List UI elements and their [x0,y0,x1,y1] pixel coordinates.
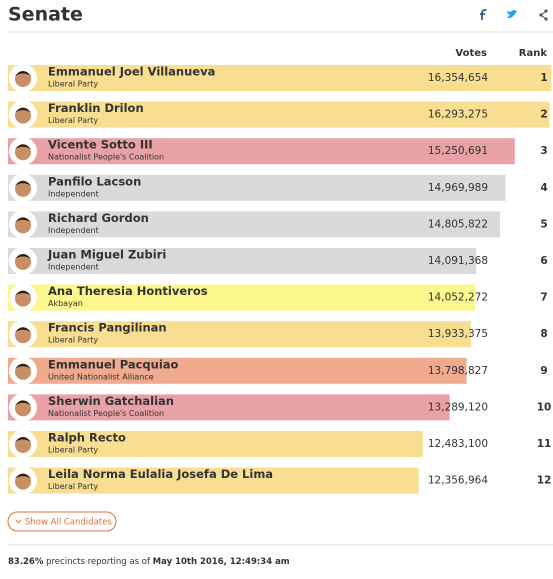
party: Independent [48,226,99,235]
votes: 15,250,691 [428,145,488,157]
avatar-face [15,363,31,380]
rank: 11 [537,438,552,450]
candidate-name: Francis Pangilinan [48,321,167,335]
bar [8,211,501,238]
avatar-hair [15,473,31,479]
votes: 14,052,272 [428,292,488,304]
rank: 9 [540,365,547,377]
bar [8,138,515,165]
avatar-face [15,217,31,234]
avatar-hair [15,400,31,406]
candidate-name: Juan Miguel Zubiri [47,248,166,262]
party: Nationalist People's Coalition [48,409,164,418]
bar [8,284,475,311]
bar [8,248,477,274]
avatar-face [15,144,31,161]
party: Nationalist People's Coalition [48,153,164,162]
candidate-name: Panfilo Lacson [48,174,141,188]
bar [8,65,552,91]
party: Independent [48,189,99,198]
avatar-hair [15,327,31,333]
button-label[interactable]: Show All Candidates [25,518,112,528]
candidate-name: Leila Norma Eulalia Josefa De Lima [48,467,273,481]
candidate-name: Ralph Recto [48,431,126,445]
candidate-name: Emmanuel Pacquiao [48,357,179,371]
candidate-name: Ana Theresia Hontiveros [48,284,208,298]
avatar-face [15,400,31,417]
rank: 2 [540,109,547,121]
share-twitter[interactable] [507,10,518,19]
column-header: Votes [455,48,487,59]
rank: 3 [540,145,547,157]
date: May 10th 2016, 12:49:34 am [153,557,290,567]
party: Liberal Party [48,116,98,125]
bar [8,431,423,457]
avatar-hair [15,290,31,296]
votes: 14,969,989 [428,182,488,194]
avatar-face [15,180,31,197]
bar [8,174,506,201]
footer-text: 83.26% precincts reporting as of May 10t… [8,557,290,567]
avatar-hair [15,180,31,186]
avatar-face [15,254,31,270]
party: Akbayan [48,299,83,308]
candidate-name: Emmanuel Joel Villanueva [48,65,215,79]
bar [8,467,419,494]
share-button[interactable] [539,9,548,21]
percent: 83.26% [8,557,44,567]
show-all-button[interactable]: Show All Candidates [7,511,117,532]
avatar-hair [15,71,31,76]
avatar-hair [15,363,31,369]
votes: 14,805,822 [428,218,488,230]
rank: 6 [540,255,547,267]
avatar-hair [15,107,31,113]
avatar-hair [15,144,31,150]
avatar-face [15,290,31,307]
rank: 1 [540,72,547,84]
candidate-name: Vicente Sotto III [48,138,153,152]
column-header: Rank [519,48,548,59]
rank: 10 [537,401,552,413]
bar [8,321,472,348]
footer-label: precincts reporting as of [43,557,152,567]
candidate-name: Franklin Drilon [48,101,144,115]
avatar-face [15,437,31,453]
votes: 16,354,654 [428,72,488,84]
party: United Nationalist Alliance [48,372,154,381]
party: Liberal Party [48,446,98,455]
bar [8,394,450,421]
votes: 14,091,368 [428,255,488,267]
votes: 13,289,120 [428,401,488,413]
votes: 12,483,100 [428,438,488,450]
rank: 7 [540,292,547,304]
votes: 13,798,827 [428,365,488,377]
party: Liberal Party [48,336,98,345]
avatar-hair [15,254,31,259]
rank: 4 [540,182,547,194]
bar [8,357,467,384]
votes: 16,293,275 [428,109,488,121]
votes: 13,933,375 [428,328,488,340]
party: Liberal Party [48,482,98,491]
avatar-hair [15,437,31,442]
rank: 12 [537,475,552,487]
avatar-face [15,107,31,124]
party: Independent [48,263,99,272]
avatar-face [15,473,31,490]
rank: 8 [540,328,547,340]
candidate-name: Sherwin Gatchalian [48,394,174,408]
bar [8,101,550,128]
avatar-face [15,71,31,87]
candidate-name: Richard Gordon [48,211,149,225]
avatar-hair [15,217,31,223]
rank: 5 [540,218,547,230]
title: Senate [8,4,83,26]
avatar-face [15,327,31,344]
votes: 12,356,964 [428,475,488,487]
party: Liberal Party [48,80,98,89]
share-facebook[interactable] [480,9,487,20]
